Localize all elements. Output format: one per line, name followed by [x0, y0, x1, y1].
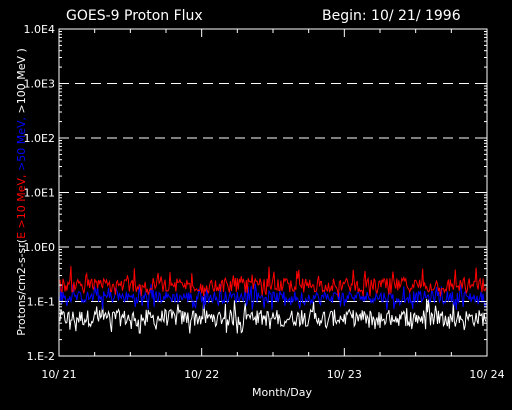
y-tick-label: 1.0E4 — [24, 23, 55, 36]
y-tick-label: 1.E-2 — [27, 350, 55, 363]
x-axis-ticks: 10/ 21 10/ 22 10/ 23 10/ 24 — [41, 29, 505, 381]
x-axis-label: Month/Day — [252, 386, 312, 399]
y-axis-label-part: >100 MeV ) — [15, 48, 28, 113]
y-tick-label: 1.0E3 — [24, 78, 55, 91]
y-axis-ticks: 1.E-2 1.E-1 1.0E0 1.0E1 1.0E2 1.0E3 1.0E4 — [24, 23, 487, 363]
y-tick-label: 1.E-1 — [27, 296, 55, 309]
y-axis-label-part: E >10 MeV, — [15, 171, 28, 239]
y-axis-label-part: Protons/cm2-s-sr( — [15, 239, 28, 336]
chart-title: GOES-9 Proton Flux — [66, 8, 203, 24]
begin-date-label: Begin: 10/ 21/ 1996 — [322, 8, 461, 24]
series-layer — [59, 266, 487, 334]
series-line — [59, 283, 487, 310]
y-tick-label: 1.0E2 — [24, 132, 55, 145]
y-axis-label: Protons/cm2-s-sr(E >10 MeV, >50 MeV, >10… — [15, 48, 28, 336]
y-tick-label: 1.0E1 — [24, 187, 55, 200]
series-line — [59, 297, 487, 334]
x-tick-label: 10/ 21 — [41, 368, 76, 381]
y-tick-label: 1.0E0 — [24, 241, 55, 254]
grid-lines — [59, 83, 487, 302]
x-tick-label: 10/ 23 — [327, 368, 362, 381]
x-tick-label: 10/ 24 — [469, 368, 504, 381]
series-line — [59, 266, 487, 297]
y-axis-label-part: >50 MeV, — [15, 113, 28, 171]
x-tick-label: 10/ 22 — [184, 368, 219, 381]
